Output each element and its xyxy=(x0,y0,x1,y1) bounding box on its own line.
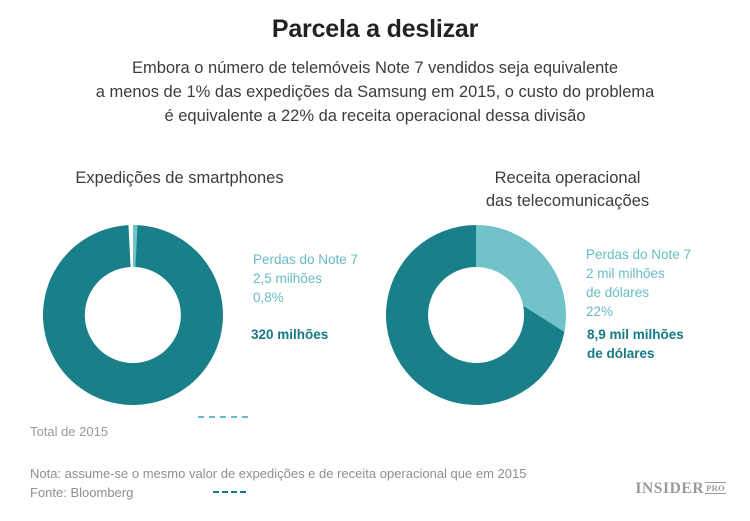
callout-left-loss-line: Perdas do Note 7 xyxy=(253,252,359,267)
insider-pro-logo: INSIDER PRO xyxy=(635,481,726,497)
donut-svg-shipments xyxy=(42,225,223,405)
donut-slice-remainder xyxy=(42,225,223,405)
footer-source-line: Fonte: Bloomberg xyxy=(30,485,134,500)
page-title: Parcela a deslizar xyxy=(271,15,479,43)
panel-shipments: Expedições de smartphones xyxy=(0,158,375,493)
logo-wordmark: INSIDER xyxy=(635,480,705,497)
total-note: Total de 2015 xyxy=(30,424,109,439)
leader-line-left-total xyxy=(213,491,246,493)
panel-right-heading-line: das telecomunicações xyxy=(485,192,650,210)
donut-slice-note7-loss xyxy=(133,225,138,268)
panel-left-heading: Expedições de smartphones xyxy=(0,167,367,190)
callout-right-total-line: de dólares xyxy=(587,346,655,361)
callout-right-loss-line: 22% xyxy=(586,304,614,319)
callout-right-loss-line: 2 mil milhões xyxy=(586,266,665,281)
header: Parcela a deslizar Embora o número de te… xyxy=(0,14,750,128)
callout-right-total: 8,9 mil milhões de dólares xyxy=(587,325,684,363)
callout-left-loss: Perdas do Note 7 2,5 milhões 0,8% xyxy=(253,250,358,307)
donut-svg-revenue xyxy=(385,224,566,405)
panel-operating-revenue: Receita operacional das telecomunicações xyxy=(375,158,750,428)
page-subtitle: Embora o número de telemóveis Note 7 ven… xyxy=(0,56,750,128)
donut-slice-note7-loss xyxy=(476,225,566,332)
logo-pro-badge: PRO xyxy=(705,482,726,494)
callout-left-total-line: 320 milhões xyxy=(251,327,329,342)
subtitle-line: Embora o número de telemóveis Note 7 ven… xyxy=(131,59,619,77)
callout-right-loss-line: Perdas do Note 7 xyxy=(586,247,692,262)
donut-chart-shipments xyxy=(38,220,228,410)
leader-line-left-loss xyxy=(198,416,248,418)
callout-left-loss-line: 0,8% xyxy=(253,290,284,305)
footer-notes: Nota: assume-se o mesmo valor de expediç… xyxy=(30,464,526,502)
panel-right-heading: Receita operacional das telecomunicações xyxy=(380,167,750,213)
callout-right-loss-line: de dólares xyxy=(586,285,650,300)
callout-left-loss-line: 2,5 milhões xyxy=(253,271,323,286)
subtitle-line: é equivalente a 22% da receita operacion… xyxy=(164,107,586,125)
donut-slice-remainder xyxy=(385,224,565,405)
callout-right-loss: Perdas do Note 7 2 mil milhões de dólare… xyxy=(586,245,691,321)
panel-left-heading-line: Expedições de smartphones xyxy=(75,169,284,187)
callout-right-total-line: 8,9 mil milhões xyxy=(587,327,684,342)
callout-left-total: 320 milhões xyxy=(251,325,328,344)
footer-note-line: Nota: assume-se o mesmo valor de expediç… xyxy=(30,466,527,481)
panel-right-heading-line: Receita operacional xyxy=(494,169,641,187)
donut-chart-revenue xyxy=(381,220,571,410)
subtitle-line: a menos de 1% das expedições da Samsung … xyxy=(95,83,655,101)
